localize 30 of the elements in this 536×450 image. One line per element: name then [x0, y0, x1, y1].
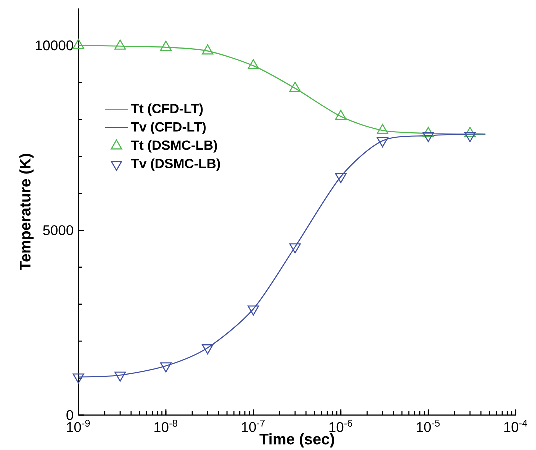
x-tick-label: 10$^{-8}$ [154, 420, 178, 432]
point [72, 39, 84, 50]
x-tick-label: 10$^{-9}$ [67, 420, 90, 432]
point [248, 59, 260, 70]
legend-label: Tt (CFD-LT) [131, 104, 203, 116]
point [202, 344, 214, 355]
x-tick-label: 10$^{-6}$ [330, 420, 352, 432]
y-axis-title: Temperature (K) [20, 154, 34, 270]
point [335, 110, 347, 120]
point [248, 306, 260, 316]
point [202, 44, 214, 55]
point [377, 124, 389, 134]
point [72, 374, 84, 384]
legend-label: Tt (DSMC-LB) [131, 140, 218, 153]
point [160, 362, 172, 373]
point [114, 40, 126, 50]
y-tick-label: 5000 [43, 226, 74, 236]
x-tick-label: 10$^{-5}$ [417, 420, 440, 432]
point [290, 244, 302, 254]
x-tick-label: 10$^{-7}$ [242, 420, 265, 432]
y-tick-label: 0 [66, 410, 74, 420]
point [114, 372, 126, 382]
legend-label: Tv (DSMC-LB) [131, 158, 220, 172]
y-tick-label: 10000 [36, 40, 74, 51]
x-axis-title: Time (sec) [260, 433, 334, 448]
point [464, 127, 476, 138]
x-tick-label: 10$^{-4}$ [504, 420, 528, 432]
legend-label: Tv (CFD-LT) [131, 122, 206, 134]
point [160, 40, 172, 52]
point [290, 82, 302, 92]
